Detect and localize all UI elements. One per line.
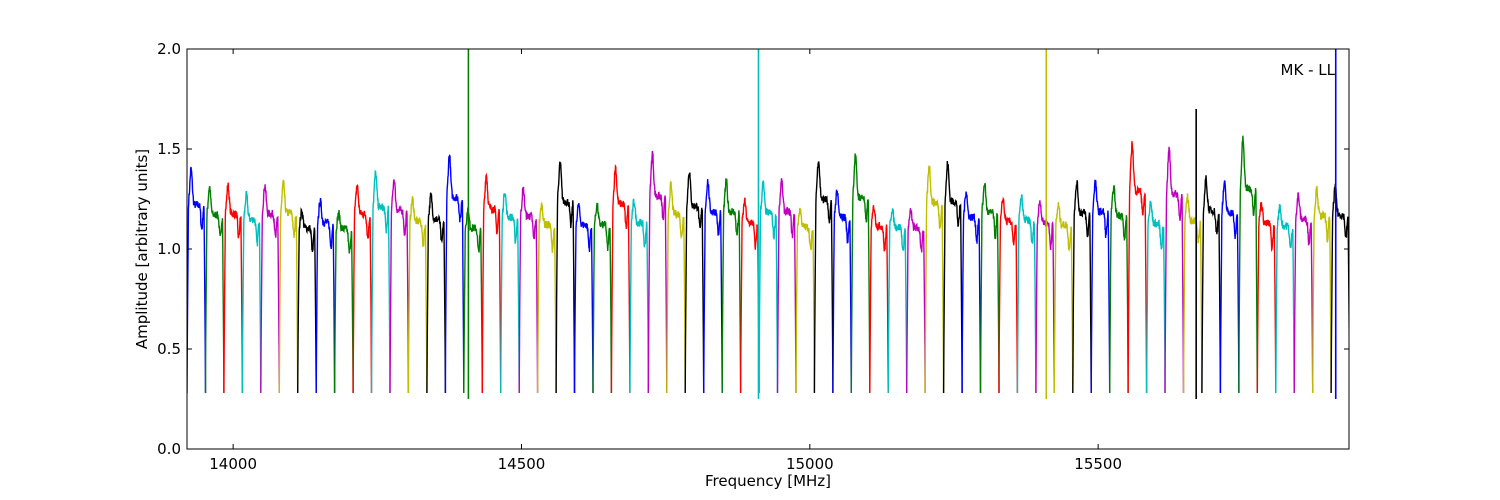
channel-series-2 <box>204 186 225 394</box>
channel-series-43 <box>961 191 982 394</box>
channel-series-11 <box>370 169 391 394</box>
channel-series-4 <box>241 190 262 394</box>
channel-series-49 <box>1072 180 1092 394</box>
channel-series-56 <box>1201 175 1222 394</box>
channel-series-60 <box>1275 204 1295 394</box>
channel-series-16 <box>463 207 483 394</box>
channel-series-45 <box>998 196 1019 394</box>
channel-series-7 <box>297 207 317 394</box>
channel-series-12 <box>389 179 410 394</box>
x-tick-label: 15500 <box>1074 455 1122 473</box>
channel-series-36 <box>832 189 852 394</box>
channel-series-23 <box>592 202 613 394</box>
channel-series-52 <box>1127 141 1148 394</box>
channel-series-51 <box>1109 185 1129 394</box>
channel-series-57 <box>1219 180 1240 394</box>
channel-series-15 <box>444 154 465 394</box>
channel-series-58 <box>1238 135 1258 394</box>
y-tick-label: 0.0 <box>157 440 181 458</box>
x-tick-label: 14000 <box>209 455 257 473</box>
channel-series-62 <box>1312 185 1332 394</box>
channel-series-20 <box>536 202 557 394</box>
y-tick-label: 1.0 <box>157 240 181 258</box>
channel-series-25 <box>629 198 649 394</box>
channel-series-14 <box>426 192 447 394</box>
channel-series-9 <box>333 210 354 394</box>
y-axis-title: Amplitude [arbitrary units] <box>133 149 151 349</box>
channel-series-3 <box>223 182 244 394</box>
channel-series-61 <box>1293 192 1314 394</box>
channel-series-44 <box>979 182 1000 394</box>
channel-series-41 <box>924 165 945 394</box>
x-tick-label: 15000 <box>786 455 834 473</box>
channel-series-5 <box>260 184 280 394</box>
spike-layer <box>467 49 1337 399</box>
channel-series-19 <box>518 186 539 394</box>
channel-series-40 <box>906 208 926 394</box>
y-tick-label: 1.5 <box>157 140 181 158</box>
channel-series-6 <box>278 179 299 394</box>
channel-series-39 <box>887 208 908 394</box>
channel-series-35 <box>813 161 834 394</box>
channel-series-1 <box>187 166 207 394</box>
y-tick-label: 2.0 <box>157 40 181 58</box>
x-tick-label: 14500 <box>498 455 546 473</box>
channel-series-46 <box>1016 194 1037 394</box>
channel-series-38 <box>869 205 889 394</box>
series-layer <box>187 135 1349 394</box>
chart-annotation: MK - LL <box>1281 61 1336 79</box>
channel-series-50 <box>1090 179 1111 394</box>
channel-series-42 <box>942 160 963 394</box>
channel-series-28 <box>684 172 705 394</box>
y-tick-label: 0.5 <box>157 340 181 358</box>
channel-series-32 <box>758 180 779 394</box>
channel-series-34 <box>795 207 816 394</box>
channel-series-26 <box>647 150 668 394</box>
channel-series-31 <box>739 197 760 394</box>
x-axis-title: Frequency [MHz] <box>705 472 831 490</box>
channel-series-59 <box>1256 202 1277 394</box>
channel-series-21 <box>555 161 576 394</box>
tick-layer: 14000 14500 15000 15500 0.0 0.5 1.0 1.5 2.0 <box>157 40 1349 473</box>
channel-series-24 <box>610 164 631 394</box>
channel-series-22 <box>573 202 594 394</box>
channel-series-17 <box>481 172 502 394</box>
channel-series-33 <box>776 178 797 394</box>
channel-series-30 <box>721 178 742 394</box>
channel-series-47 <box>1035 200 1055 394</box>
channel-series-10 <box>352 183 373 394</box>
channel-series-54 <box>1164 146 1185 394</box>
channel-series-13 <box>407 196 428 394</box>
channel-series-27 <box>666 180 686 394</box>
channel-series-37 <box>850 153 871 394</box>
channel-series-18 <box>500 193 520 394</box>
plot-area <box>187 49 1349 449</box>
channel-series-53 <box>1145 200 1166 394</box>
channel-series-29 <box>703 179 723 394</box>
channel-series-63 <box>1330 183 1349 394</box>
channel-series-48 <box>1053 202 1074 394</box>
channel-series-55 <box>1182 193 1203 394</box>
channel-series-8 <box>315 197 336 394</box>
